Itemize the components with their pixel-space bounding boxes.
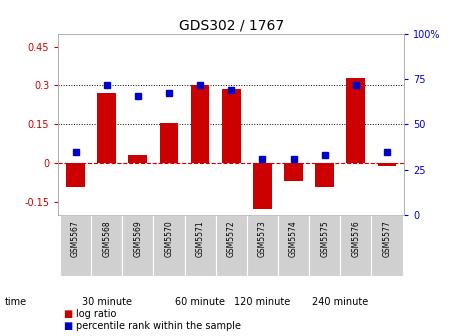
Text: percentile rank within the sample: percentile rank within the sample — [76, 321, 241, 331]
Text: GSM5571: GSM5571 — [196, 220, 205, 256]
Bar — [159, 123, 178, 163]
Bar — [128, 156, 147, 163]
Bar — [60, 215, 91, 276]
Text: 30 minute: 30 minute — [82, 297, 132, 307]
Bar — [315, 163, 334, 186]
Text: 120 minute: 120 minute — [234, 297, 291, 307]
Text: GSM5567: GSM5567 — [71, 220, 80, 257]
Text: 60 minute: 60 minute — [175, 297, 225, 307]
Bar — [191, 85, 209, 163]
Text: GSM5572: GSM5572 — [227, 220, 236, 256]
Bar — [340, 215, 371, 276]
Bar — [378, 163, 396, 166]
Bar — [371, 215, 403, 276]
Title: GDS302 / 1767: GDS302 / 1767 — [179, 18, 284, 33]
Text: GSM5568: GSM5568 — [102, 220, 111, 256]
Bar — [91, 215, 122, 276]
Bar — [247, 215, 278, 276]
Text: time: time — [4, 297, 26, 307]
Bar — [284, 163, 303, 181]
Bar — [185, 215, 216, 276]
Text: GSM5569: GSM5569 — [133, 220, 142, 257]
Text: log ratio: log ratio — [76, 309, 117, 319]
Bar — [122, 215, 154, 276]
Bar — [347, 78, 365, 163]
Bar — [216, 215, 247, 276]
Bar — [154, 215, 185, 276]
Text: GSM5570: GSM5570 — [164, 220, 173, 257]
Text: ■: ■ — [63, 321, 72, 331]
Bar — [278, 215, 309, 276]
Bar — [253, 163, 272, 209]
Text: GSM5574: GSM5574 — [289, 220, 298, 257]
Text: GSM5577: GSM5577 — [383, 220, 392, 257]
Bar — [66, 163, 85, 186]
Text: ■: ■ — [63, 309, 72, 319]
Text: GSM5576: GSM5576 — [351, 220, 360, 257]
Text: GSM5575: GSM5575 — [320, 220, 329, 257]
Bar — [309, 215, 340, 276]
Bar — [222, 89, 241, 163]
Text: GSM5573: GSM5573 — [258, 220, 267, 257]
Text: 240 minute: 240 minute — [312, 297, 368, 307]
Bar — [97, 93, 116, 163]
